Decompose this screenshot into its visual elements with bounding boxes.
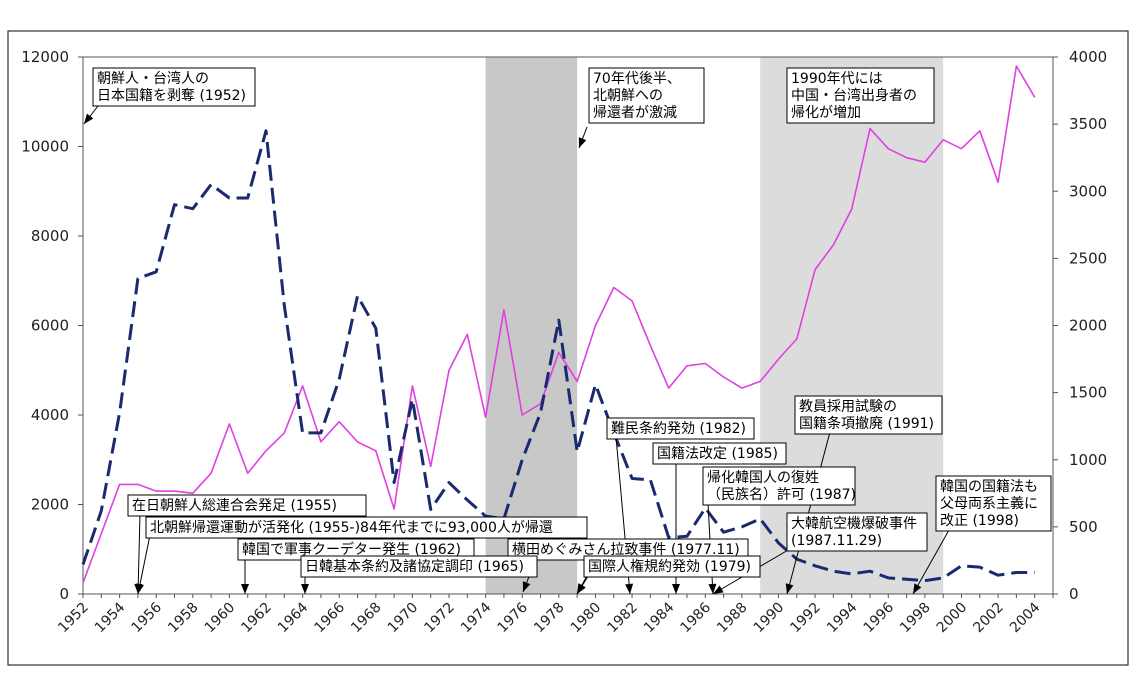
series-line-right [81, 129, 1035, 583]
y-right-tick-label: 0 [1069, 585, 1079, 603]
annotation-text: 帰還者が激減 [593, 104, 677, 121]
annotation-arrowhead [708, 583, 717, 594]
annotation-text: 国籍条項撤廃 (1991) [799, 415, 934, 432]
annotation-text: 1990年代には [791, 71, 883, 87]
annotation-text: 中国・台湾出身者の [791, 87, 917, 104]
annotation-text: 70年代後半、 [593, 71, 681, 87]
y-right-tick-label: 500 [1069, 518, 1098, 536]
y-left-tick-label: 12000 [21, 48, 69, 66]
annotation-text: (1987.11.29) [791, 533, 882, 549]
annotation-arrowhead [84, 113, 94, 124]
annotation-text: 北朝鮮への [593, 88, 663, 104]
annotation-text: 帰化韓国人の復姓 [707, 469, 819, 486]
annotation-arrowhead [625, 583, 634, 594]
annotation-box [935, 475, 1052, 532]
annotation-text: 国籍法改定 (1985) [657, 445, 778, 462]
annotation-text: （民族名）許可 (1987) [707, 487, 856, 503]
annotation-text: 朝鮮人・台湾人の [97, 70, 209, 87]
y-right-tick-label: 2500 [1069, 249, 1107, 267]
y-left-tick-label: 8000 [31, 227, 69, 245]
annotation-box [786, 67, 935, 124]
annotation-text: 日韓基本条約及諸協定調印 (1965) [305, 558, 524, 575]
annotation-arrow [912, 529, 950, 595]
annotation-arrowhead [913, 583, 922, 594]
annotation-arrowhead [241, 584, 249, 594]
y-right-tick-label: 4000 [1069, 48, 1107, 66]
annotation-text: 教員採用試験の [799, 399, 897, 415]
annotation-text: 日本国籍を剥奪 (1952) [97, 87, 246, 104]
annotation-arrowhead [672, 584, 680, 594]
annotation-box [92, 67, 256, 107]
annotation-text: 在日朝鮮人総連合会発足 (1955) [132, 498, 337, 514]
annotation-text: 国際人権規約発効 (1979) [588, 558, 751, 575]
annotation-arrowhead [578, 137, 587, 148]
annotation-box [127, 494, 367, 517]
annotation-arrowhead [301, 584, 309, 594]
annotation-box [652, 442, 787, 465]
annotation-arrowhead [522, 581, 531, 592]
annotation-box [786, 512, 928, 552]
y-right-tick-label: 1500 [1069, 384, 1107, 402]
y-left-tick-label: 2000 [31, 496, 69, 514]
annotation-text: 韓国で軍事クーデター発生 (1962) [242, 541, 461, 558]
annotation-box [583, 555, 761, 578]
y-left-tick-label: 0 [59, 585, 69, 603]
shaded-period [485, 57, 578, 594]
annotation-text: 横田めぐみさん拉致事件 (1977.11) [512, 542, 740, 558]
annotation-arrow [137, 512, 141, 595]
annotation-arrowhead [136, 583, 144, 594]
y-right-tick-label: 2000 [1069, 317, 1107, 335]
annotation-box [702, 466, 856, 506]
y-left-tick-label: 6000 [31, 317, 69, 335]
series-line-left [82, 65, 1036, 584]
annotation-arrowhead [785, 583, 794, 594]
annotation-arrowhead [713, 585, 724, 594]
annotation-text: 韓国の国籍法も [940, 478, 1038, 495]
annotation-text: 改正 (1998) [940, 513, 1019, 529]
annotation-arrowhead [577, 583, 586, 594]
annotation-box [300, 555, 538, 578]
annotation-text: 帰化が増加 [791, 104, 861, 121]
annotation-box [588, 67, 705, 124]
annotation-box [145, 516, 588, 539]
annotation-text: 北朝鮮帰還運動が活発化 (1955-)84年代までに93,000人が帰還 [150, 519, 553, 536]
annotation-arrow [137, 534, 151, 595]
y-left-tick-label: 10000 [21, 138, 69, 156]
y-right-tick-label: 3500 [1069, 115, 1107, 133]
annotation-box [794, 395, 943, 435]
y-right-tick-label: 3000 [1069, 182, 1107, 200]
annotation-box [606, 417, 755, 440]
y-right-tick-label: 1000 [1069, 451, 1107, 469]
annotation-text: 父母両系主義に [940, 495, 1038, 512]
annotation-text: 難民条約発効 (1982) [611, 420, 746, 437]
y-left-tick-label: 4000 [31, 406, 69, 424]
annotation-text: 大韓航空機爆破事件 [791, 516, 917, 532]
